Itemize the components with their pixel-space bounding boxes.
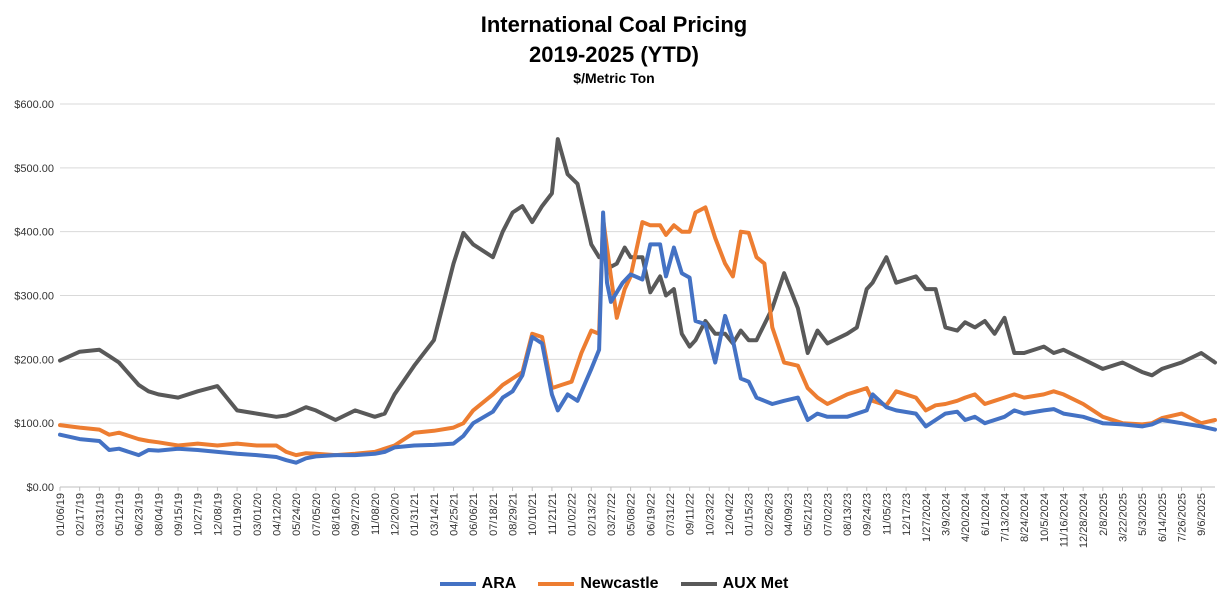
series-line-ara bbox=[58, 210, 1217, 465]
x-tick-label: 08/16/20 bbox=[330, 493, 342, 536]
x-tick-label: 12/20/20 bbox=[389, 493, 401, 536]
x-tick-label: 4/20/2024 bbox=[960, 493, 972, 542]
legend-label-newcastle: Newcastle bbox=[580, 575, 659, 592]
x-tick-label: 07/02/23 bbox=[822, 493, 834, 536]
x-tick-label: 07/18/21 bbox=[488, 493, 500, 536]
x-tick-label: 11/08/20 bbox=[370, 493, 382, 535]
legend-swatch-newcastle bbox=[538, 582, 575, 586]
chart-title: International Coal Pricing bbox=[480, 12, 748, 37]
x-tick-label: 09/24/23 bbox=[862, 493, 874, 536]
x-tick-label: 7/13/2024 bbox=[999, 493, 1011, 542]
x-tick-label: 01/02/22 bbox=[567, 493, 579, 536]
legend: ARA Newcastle AUX Met bbox=[0, 575, 1228, 593]
x-tick-label: 03/14/21 bbox=[429, 493, 441, 536]
x-tick-label: 08/13/23 bbox=[842, 493, 854, 536]
x-tick-label: 01/31/21 bbox=[409, 493, 421, 536]
y-axis-ticks: $0.00 $100.00 $200.00 $300.00 $400.00 $500.00… bbox=[14, 99, 54, 494]
x-tick-label: 8/24/2024 bbox=[1019, 493, 1031, 542]
x-tick-label: 6/1/2024 bbox=[980, 493, 992, 536]
chart-unit-label: $/Metric Ton bbox=[573, 70, 655, 86]
x-tick-label: 04/12/20 bbox=[271, 493, 283, 536]
x-tick-label: 02/13/22 bbox=[586, 493, 598, 536]
x-tick-label: 07/31/22 bbox=[665, 493, 677, 536]
legend-label-ara: ARA bbox=[481, 575, 517, 592]
x-tick-label: 3/9/2024 bbox=[940, 493, 952, 536]
x-tick-label: 10/27/19 bbox=[193, 493, 205, 536]
x-tick-label: 12/08/19 bbox=[212, 493, 224, 536]
x-tick-label: 11/21/21 bbox=[547, 493, 559, 535]
x-tick-label: 06/06/21 bbox=[468, 493, 480, 536]
x-tick-label: 07/05/20 bbox=[311, 493, 323, 536]
x-tick-label: 09/11/22 bbox=[685, 493, 697, 535]
legend-item-newcastle: Newcastle bbox=[538, 575, 659, 593]
legend-item-aux-met: AUX Met bbox=[680, 575, 789, 593]
x-tick-label: 12/17/23 bbox=[901, 493, 913, 536]
series-lines bbox=[58, 137, 1217, 465]
y-tick-label: $600.00 bbox=[14, 99, 54, 111]
x-tick-label: 08/29/21 bbox=[508, 493, 520, 536]
gridlines bbox=[60, 103, 1215, 488]
x-tick-label: 10/10/21 bbox=[527, 493, 539, 536]
x-tick-label: 5/3/2025 bbox=[1137, 493, 1149, 536]
y-tick-label: $500.00 bbox=[14, 163, 54, 175]
x-tick-label: 09/15/19 bbox=[173, 493, 185, 536]
x-tick-label: 04/09/23 bbox=[783, 493, 795, 536]
x-tick-label: 06/19/22 bbox=[645, 493, 657, 536]
x-tick-label: 1/27/2024 bbox=[921, 493, 933, 542]
legend-label-aux-met: AUX Met bbox=[722, 575, 789, 592]
x-tick-label: 08/04/19 bbox=[153, 493, 165, 536]
x-tick-label: 05/21/23 bbox=[803, 493, 815, 536]
x-tick-label: 01/15/23 bbox=[744, 493, 756, 536]
legend-swatch-aux-met bbox=[680, 582, 717, 586]
x-tick-label: 11/05/23 bbox=[881, 493, 893, 535]
x-tick-label: 05/08/22 bbox=[626, 493, 638, 536]
x-tick-label: 06/23/19 bbox=[134, 493, 146, 536]
y-tick-label: $100.00 bbox=[14, 418, 54, 430]
x-tick-label: 02/26/23 bbox=[763, 493, 775, 536]
y-tick-label: $200.00 bbox=[14, 354, 54, 366]
x-tick-label: 12/28/2024 bbox=[1078, 493, 1090, 548]
x-tick-label: 10/5/2024 bbox=[1039, 493, 1051, 542]
x-tick-label: 12/04/22 bbox=[724, 493, 736, 536]
x-tick-label: 3/22/2025 bbox=[1118, 493, 1130, 542]
x-tick-label: 01/19/20 bbox=[232, 493, 244, 536]
x-tick-label: 6/14/2025 bbox=[1157, 493, 1169, 542]
x-tick-label: 2/8/2025 bbox=[1098, 493, 1110, 536]
x-tick-label: 7/26/2025 bbox=[1177, 493, 1189, 542]
x-tick-label: 9/6/2025 bbox=[1196, 493, 1208, 536]
x-tick-label: 03/31/19 bbox=[94, 493, 106, 536]
legend-swatch-ara bbox=[439, 582, 476, 586]
x-tick-label: 10/23/22 bbox=[704, 493, 716, 536]
legend-item-ara: ARA bbox=[439, 575, 517, 593]
y-tick-label: $0.00 bbox=[26, 482, 54, 494]
series-line-newcastle bbox=[58, 205, 1217, 458]
x-tick-label: 05/24/20 bbox=[291, 493, 303, 536]
x-tick-label: 09/27/20 bbox=[350, 493, 362, 536]
x-tick-label: 01/06/19 bbox=[55, 493, 67, 536]
x-tick-label: 11/16/2024 bbox=[1058, 493, 1070, 547]
x-tick-label: 03/01/20 bbox=[252, 493, 264, 536]
x-tick-label: 05/12/19 bbox=[114, 493, 126, 536]
x-tick-label: 02/17/19 bbox=[75, 493, 87, 536]
y-tick-label: $400.00 bbox=[14, 227, 54, 239]
chart-subtitle: 2019-2025 (YTD) bbox=[529, 42, 699, 67]
x-tick-label: 04/25/21 bbox=[449, 493, 461, 536]
y-tick-label: $300.00 bbox=[14, 291, 54, 303]
series-line-aux-met bbox=[58, 137, 1217, 422]
x-tick-label: 03/27/22 bbox=[606, 493, 618, 536]
x-axis-ticks: 01/06/19 02/17/19 03/31/19 05/12/19 06/23/19… bbox=[55, 487, 1208, 548]
